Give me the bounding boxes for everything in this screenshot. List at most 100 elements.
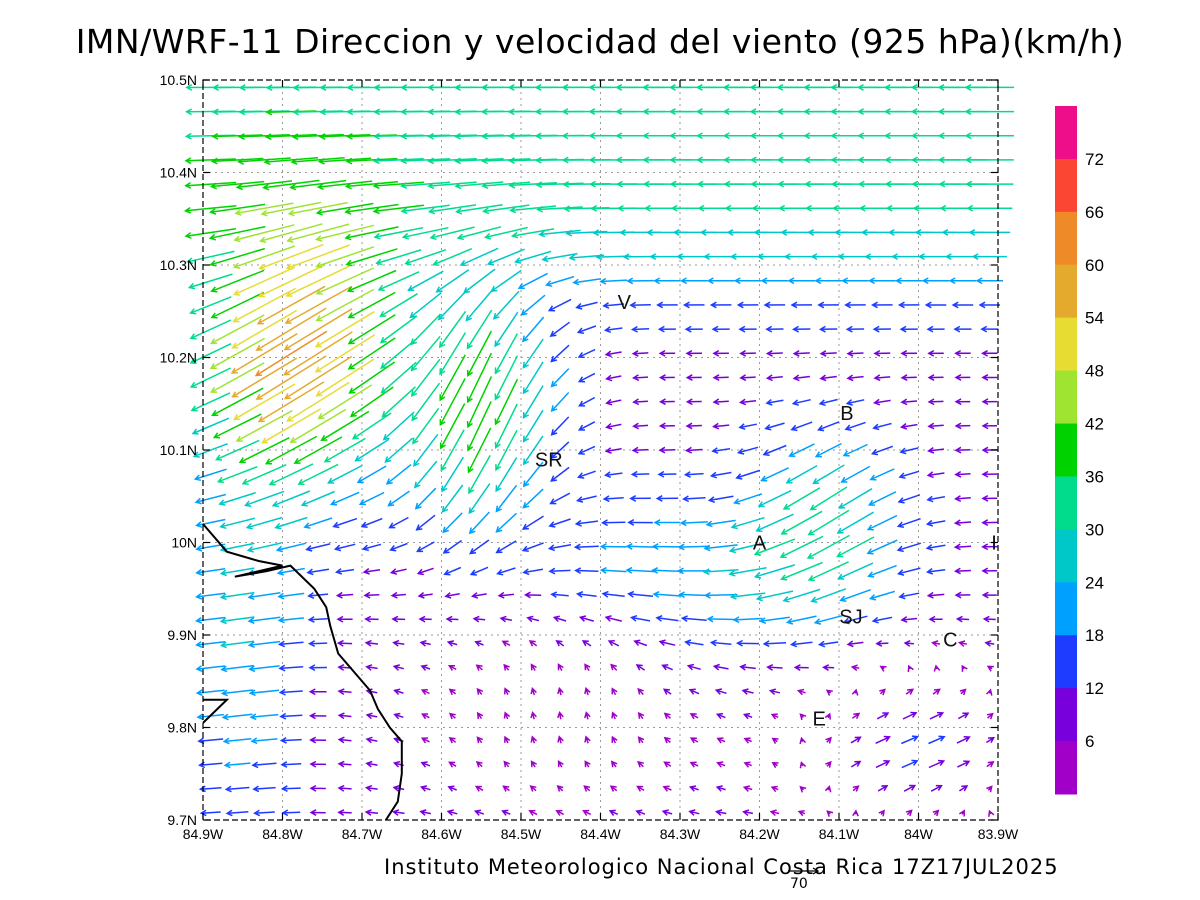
wind-vector (635, 809, 646, 816)
wind-vector (655, 615, 679, 622)
wind-vector (245, 516, 283, 530)
wind-vector (548, 518, 571, 528)
wind-vector (703, 591, 738, 599)
wind-vector (528, 640, 538, 647)
wind-vector (316, 180, 373, 190)
colorbar: 72 66 60 54 48 42 36 30 24 18 12 6 (1055, 106, 1104, 795)
wind-vector (755, 590, 794, 602)
wind-vector (448, 761, 457, 768)
wind-vector (233, 383, 296, 421)
wind-vector (503, 760, 510, 768)
wind-vector (247, 640, 281, 648)
wind-vector (957, 760, 971, 768)
wind-vector (797, 809, 806, 817)
wind-vector (337, 809, 352, 816)
wind-vector (968, 229, 1011, 236)
wind-vector (685, 349, 703, 357)
wind-vector (658, 639, 676, 646)
wind-vector (630, 325, 650, 333)
wind-vector (604, 615, 622, 622)
wind-vector (439, 332, 467, 376)
wind-vector (281, 809, 301, 817)
colorbar-label: 60 (1085, 256, 1104, 275)
colorbar-label: 72 (1085, 150, 1104, 169)
wind-vector (850, 760, 862, 768)
wind-vector (557, 663, 564, 671)
wind-vector (427, 181, 477, 190)
wind-vector (209, 337, 265, 369)
wind-vector (494, 333, 519, 375)
wind-vector (842, 615, 868, 625)
wind-vector (875, 735, 891, 744)
wind-vector (680, 277, 708, 285)
wind-vector (258, 243, 324, 271)
wind-vector (842, 443, 868, 457)
wind-vector (780, 510, 823, 535)
colorbar-label: 48 (1085, 362, 1104, 381)
wind-vector (688, 809, 700, 816)
wind-vector (981, 422, 998, 430)
wind-vector (636, 785, 645, 792)
wind-vector (583, 785, 591, 792)
wind-vector (221, 713, 253, 721)
wind-vector (985, 736, 996, 744)
wind-vector (925, 544, 946, 551)
wind-vector (688, 688, 700, 695)
wind-vector (552, 615, 567, 623)
wind-vector (782, 487, 821, 510)
wind-vector (625, 543, 655, 550)
wind-vector (305, 543, 331, 552)
wind-vector (222, 737, 252, 745)
wind-vector (219, 567, 255, 577)
wind-vector (927, 398, 944, 406)
wind-vector (961, 664, 968, 672)
wind-vector (605, 398, 622, 406)
wind-vector (522, 488, 544, 509)
wind-vector (494, 403, 518, 450)
colorbar-segment (1055, 317, 1077, 372)
wind-vector (657, 470, 677, 478)
wind-vector (584, 686, 591, 696)
wind-vector (738, 423, 757, 430)
wind-vector (954, 470, 971, 478)
wind-vector (605, 374, 622, 382)
wind-vector (412, 407, 440, 445)
wind-vector (365, 664, 378, 671)
y-tick-label: 9.9N (167, 627, 197, 643)
wind-vector (446, 640, 458, 647)
wind-vector (214, 439, 260, 461)
wind-vector (400, 157, 451, 165)
wind-vector (878, 809, 885, 817)
wind-vector (871, 616, 893, 624)
wind-vector (907, 664, 914, 672)
wind-vector (954, 349, 971, 357)
wind-vector (209, 203, 266, 215)
wind-vector (574, 567, 599, 575)
wind-vector (852, 785, 860, 792)
wind-vector (284, 286, 352, 324)
credit-text: Instituto Meteorologico Nacional Costa R… (384, 855, 1059, 879)
wind-vector (605, 423, 622, 430)
wind-vector (420, 664, 431, 671)
wind-vector (876, 712, 890, 720)
wind-vector (521, 316, 545, 343)
wind-vector (604, 350, 622, 358)
wind-vector (297, 463, 339, 485)
wind-vector (609, 785, 618, 792)
wind-vector (514, 250, 552, 264)
wind-vector (474, 785, 484, 792)
wind-vector (879, 688, 886, 696)
wind-vector (637, 736, 645, 744)
wind-vector (582, 809, 592, 816)
wind-vector (348, 361, 396, 394)
wind-vector (953, 543, 972, 551)
wind-vector (927, 349, 944, 357)
wind-vector (988, 809, 995, 817)
wind-vector (410, 335, 441, 372)
colorbar-segment (1055, 158, 1077, 213)
wind-vector (703, 544, 738, 552)
wind-vector (685, 374, 702, 381)
wind-vector (610, 760, 618, 768)
wind-vector (407, 270, 444, 292)
wind-vector (627, 590, 654, 598)
